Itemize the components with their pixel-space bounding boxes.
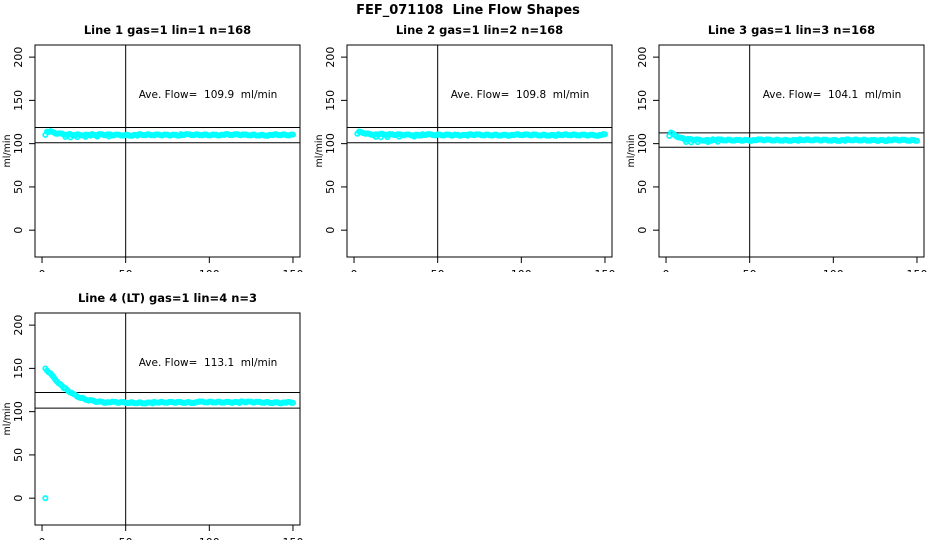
panel-title: Line 2 gas=1 lin=2 n=168: [396, 23, 563, 37]
y-tick-label: 50: [636, 180, 649, 194]
y-tick-label: 150: [324, 90, 337, 111]
y-tick-label: 150: [636, 90, 649, 111]
x-tick-label: 150: [282, 268, 303, 272]
data-points: [42, 365, 297, 502]
x-tick-label: 0: [39, 268, 46, 272]
y-tick-label: 100: [12, 133, 25, 154]
panel-title: Line 1 gas=1 lin=1 n=168: [84, 23, 251, 37]
y-tick-label: 150: [12, 90, 25, 111]
data-points: [42, 128, 297, 141]
x-tick-label: 50: [431, 268, 445, 272]
main-title: FEF_071108 Line Flow Shapes: [356, 3, 580, 18]
data-point: [94, 133, 101, 140]
x-tick-label: 150: [906, 268, 927, 272]
y-axis-ticks: 0 50 100 150 200: [12, 47, 35, 234]
y-tick-label: 0: [12, 495, 25, 502]
panel-line-3: Line 3 gas=1 lin=3 n=168 0 50 100 150 0 50 100 1…: [626, 23, 927, 272]
x-axis-ticks: 0 50 100 150: [663, 257, 927, 272]
data-point: [289, 399, 297, 406]
panel-line-4: Line 4 (LT) gas=1 lin=4 n=3 0 50 100 150 0 50 1…: [2, 291, 303, 540]
y-axis-label: ml/min: [314, 134, 325, 167]
data-point: [601, 131, 609, 138]
y-tick-label: 200: [324, 47, 337, 68]
x-tick-label: 100: [823, 268, 844, 272]
y-axis-label: ml/min: [2, 134, 13, 167]
data-point: [74, 134, 81, 141]
ave-flow-annotation: Ave. Flow= 113.1 ml/min: [139, 357, 278, 369]
ave-flow-annotation: Ave. Flow= 104.1 ml/min: [763, 89, 902, 101]
x-axis-ticks: 0 50 100 150: [39, 525, 303, 540]
x-tick-label: 100: [199, 536, 220, 540]
y-tick-label: 50: [12, 448, 25, 462]
panel-title: Line 4 (LT) gas=1 lin=4 n=3: [78, 291, 257, 305]
x-tick-label: 50: [119, 268, 133, 272]
data-point: [289, 131, 297, 138]
x-tick-label: 150: [282, 536, 303, 540]
y-tick-label: 100: [12, 401, 25, 422]
x-tick-label: 150: [594, 268, 615, 272]
data-point: [105, 133, 112, 140]
y-tick-label: 150: [12, 358, 25, 379]
x-tick-label: 100: [199, 268, 220, 272]
x-axis-ticks: 0 50 100 150: [351, 257, 615, 272]
y-tick-label: 100: [324, 133, 337, 154]
x-tick-label: 0: [351, 268, 358, 272]
data-point: [377, 134, 384, 141]
data-point: [704, 138, 711, 145]
y-tick-label: 200: [12, 315, 25, 336]
plot-box: [346, 44, 613, 258]
panel-line-2: Line 2 gas=1 lin=2 n=168 0 50 100 150 0 50 100 1…: [314, 23, 615, 272]
plot-box: [658, 44, 925, 258]
ave-flow-annotation: Ave. Flow= 109.8 ml/min: [451, 89, 590, 101]
plot-box: [34, 312, 301, 526]
data-point: [694, 139, 701, 146]
data-point: [913, 137, 921, 144]
x-tick-label: 100: [511, 268, 532, 272]
panel-title: Line 3 gas=1 lin=3 n=168: [708, 23, 875, 37]
data-point: [714, 138, 721, 145]
data-point: [688, 139, 695, 146]
y-tick-label: 50: [12, 180, 25, 194]
x-tick-label: 0: [39, 536, 46, 540]
y-tick-label: 0: [324, 227, 337, 234]
data-point: [384, 134, 391, 141]
data-points: [666, 129, 921, 146]
x-tick-label: 0: [663, 268, 670, 272]
data-point: [411, 133, 418, 140]
ave-flow-annotation: Ave. Flow= 109.9 ml/min: [139, 89, 278, 101]
y-axis-label: ml/min: [2, 402, 13, 435]
data-point: [396, 133, 403, 140]
y-tick-label: 200: [636, 47, 649, 68]
y-tick-label: 0: [636, 227, 649, 234]
y-tick-label: 0: [12, 227, 25, 234]
y-axis-label: ml/min: [626, 134, 637, 167]
x-axis-ticks: 0 50 100 150: [39, 257, 303, 272]
y-tick-label: 100: [636, 133, 649, 154]
data-point: [82, 133, 89, 140]
y-axis-ticks: 0 50 100 150 200: [12, 315, 35, 502]
data-point: [42, 495, 49, 502]
data-point: [67, 134, 74, 141]
x-tick-label: 50: [743, 268, 757, 272]
y-axis-ticks: 0 50 100 150 200: [636, 47, 659, 234]
y-axis-ticks: 0 50 100 150 200: [324, 47, 347, 234]
data-points: [354, 128, 609, 141]
y-tick-label: 50: [324, 180, 337, 194]
y-tick-label: 200: [12, 47, 25, 68]
x-tick-label: 50: [119, 536, 133, 540]
plot-box: [34, 44, 301, 258]
panel-line-1: Line 1 gas=1 lin=1 n=168 0 50 100 150 0 50 100 1…: [2, 23, 303, 272]
